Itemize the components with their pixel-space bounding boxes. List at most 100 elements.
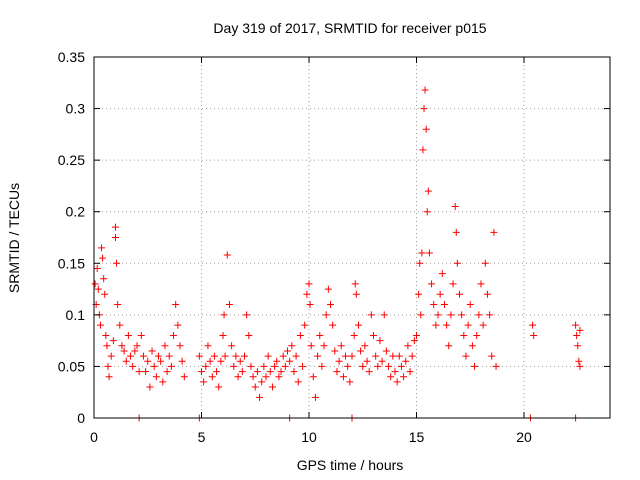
data-point bbox=[303, 290, 311, 298]
data-point bbox=[93, 264, 101, 272]
data-point bbox=[389, 352, 397, 360]
data-point bbox=[415, 290, 423, 298]
data-point bbox=[220, 311, 228, 319]
data-point bbox=[281, 362, 289, 370]
data-point bbox=[337, 342, 345, 350]
data-point bbox=[258, 378, 266, 386]
data-point bbox=[402, 357, 410, 365]
data-point bbox=[124, 331, 132, 339]
data-point bbox=[251, 383, 259, 391]
data-point bbox=[159, 378, 167, 386]
data-point bbox=[215, 383, 223, 391]
data-point bbox=[417, 311, 425, 319]
data-point bbox=[413, 331, 420, 339]
data-point bbox=[324, 285, 332, 293]
data-point bbox=[290, 368, 298, 376]
data-point bbox=[380, 311, 388, 319]
data-point bbox=[253, 368, 261, 376]
data-point bbox=[316, 331, 324, 339]
data-point bbox=[307, 342, 315, 350]
data-point bbox=[419, 146, 427, 154]
data-point bbox=[479, 321, 487, 329]
ticks: 0 0.05 0.1 0.15 0.2 0.25 0.3 0.35 0 5 10 15 20 bbox=[58, 49, 610, 445]
data-point bbox=[424, 187, 432, 195]
grid bbox=[94, 57, 610, 418]
data-point bbox=[451, 203, 459, 211]
data-point bbox=[296, 331, 304, 339]
data-point bbox=[466, 301, 474, 309]
data-point bbox=[574, 342, 582, 350]
data-point bbox=[475, 311, 483, 319]
data-point bbox=[464, 321, 472, 329]
data-point bbox=[161, 342, 169, 350]
data-point bbox=[572, 321, 580, 329]
data-point bbox=[428, 280, 436, 288]
data-point bbox=[104, 362, 112, 370]
y-tick-label: 0 bbox=[77, 410, 85, 426]
data-point bbox=[576, 326, 584, 334]
data-point bbox=[327, 301, 334, 309]
data-point bbox=[305, 280, 313, 288]
data-point bbox=[139, 352, 147, 360]
data-point bbox=[370, 331, 377, 339]
data-point bbox=[165, 352, 173, 360]
data-point bbox=[200, 378, 208, 386]
data-point bbox=[288, 342, 296, 350]
data-point bbox=[262, 373, 270, 381]
data-point bbox=[458, 311, 466, 319]
data-point bbox=[346, 378, 354, 386]
data-point bbox=[202, 362, 210, 370]
data-point bbox=[339, 373, 347, 381]
data-point bbox=[354, 321, 362, 329]
data-point bbox=[393, 378, 401, 386]
data-point bbox=[529, 321, 537, 329]
data-points bbox=[91, 86, 584, 422]
y-tick-label: 0.05 bbox=[58, 358, 85, 374]
data-point bbox=[170, 331, 178, 339]
data-point bbox=[483, 290, 491, 298]
data-point bbox=[232, 352, 240, 360]
data-point bbox=[91, 280, 99, 288]
data-point bbox=[206, 357, 214, 365]
data-point bbox=[225, 301, 233, 309]
data-point bbox=[103, 342, 111, 350]
data-point bbox=[100, 275, 108, 283]
y-tick-label: 0.35 bbox=[58, 49, 85, 65]
data-point bbox=[576, 362, 584, 370]
data-point bbox=[357, 347, 365, 355]
x-tick-label: 0 bbox=[90, 429, 98, 445]
data-point bbox=[241, 352, 248, 360]
data-point bbox=[408, 352, 416, 360]
data-point bbox=[395, 352, 403, 360]
data-point bbox=[238, 368, 246, 376]
data-point bbox=[213, 368, 221, 376]
data-point bbox=[477, 280, 485, 288]
data-point bbox=[573, 331, 581, 339]
data-point bbox=[468, 342, 476, 350]
data-point bbox=[102, 331, 110, 339]
data-point bbox=[432, 321, 440, 329]
data-point bbox=[221, 352, 229, 360]
data-point bbox=[378, 357, 386, 365]
data-point bbox=[180, 373, 188, 381]
plot-border bbox=[93, 56, 611, 419]
data-point bbox=[137, 331, 145, 339]
data-point bbox=[372, 352, 380, 360]
data-point bbox=[96, 321, 104, 329]
data-point bbox=[481, 259, 489, 267]
data-point bbox=[391, 368, 399, 376]
data-point bbox=[387, 373, 395, 381]
data-point bbox=[406, 368, 414, 376]
data-point bbox=[112, 223, 119, 231]
data-point bbox=[374, 362, 382, 370]
data-point bbox=[440, 301, 448, 309]
data-point bbox=[112, 234, 119, 241]
data-point bbox=[416, 259, 424, 267]
data-point bbox=[301, 321, 309, 329]
data-point bbox=[423, 208, 431, 216]
data-point bbox=[163, 368, 171, 376]
data-point bbox=[311, 393, 319, 401]
data-point bbox=[135, 368, 143, 376]
data-point bbox=[292, 352, 300, 360]
data-point bbox=[210, 352, 218, 360]
